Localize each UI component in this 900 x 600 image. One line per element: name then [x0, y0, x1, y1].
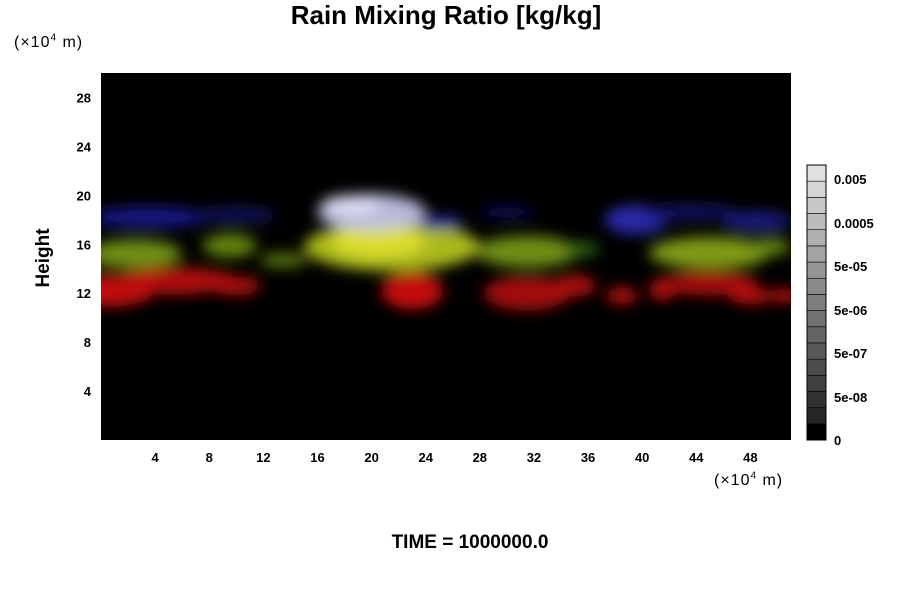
colorbar-labels: 0.005 0.0005 5e-05 5e-06 5e-07 5e-08 0 — [834, 172, 874, 448]
colorbar-label: 0.005 — [834, 172, 867, 187]
field-blob-red — [211, 276, 261, 296]
y-tick-label: 12 — [77, 286, 91, 301]
y-tick-label: 24 — [77, 139, 92, 154]
x-tick-label: 12 — [256, 450, 270, 465]
x-axis-unit: (×104 m) — [714, 470, 784, 489]
colorbar-swatch — [806, 358, 827, 376]
field-blob-blue — [642, 205, 737, 220]
colorbar-swatch — [806, 391, 827, 408]
colorbar-label: 0 — [834, 433, 841, 448]
field-blob-red — [770, 288, 791, 303]
colorbar-swatch — [806, 423, 827, 441]
field-blob-green — [331, 225, 426, 258]
field-blob-red — [552, 274, 597, 297]
chart-title: Rain Mixing Ratio [kg/kg] — [290, 0, 602, 30]
field-blob-blue — [101, 206, 210, 229]
y-tick-label: 4 — [84, 384, 92, 399]
x-tick-label: 32 — [527, 450, 541, 465]
colorbar-label: 0.0005 — [834, 216, 874, 231]
x-tick-label: 40 — [635, 450, 649, 465]
x-tick-label: 8 — [206, 450, 213, 465]
colorbar-label: 5e-08 — [834, 390, 867, 405]
field-blob-red — [605, 287, 639, 305]
colorbar-swatch — [806, 342, 827, 360]
colorbar-swatch — [806, 407, 827, 425]
x-tick-labels: 4 8 12 16 20 24 28 32 36 40 44 48 — [152, 450, 758, 465]
x-tick-label: 28 — [473, 450, 487, 465]
y-tick-label: 16 — [77, 237, 91, 252]
colorbar-swatch — [806, 277, 827, 295]
colorbar-label: 5e-06 — [834, 303, 867, 318]
colorbar-swatch — [806, 261, 827, 279]
field-blob-red — [381, 272, 444, 310]
colorbar-swatch — [806, 245, 827, 263]
field-blob-green — [101, 239, 183, 269]
x-tick-label: 4 — [152, 450, 160, 465]
field-blob-blue — [723, 211, 791, 231]
y-tick-label: 20 — [77, 188, 91, 203]
x-tick-label: 48 — [743, 450, 757, 465]
field-blob-green — [750, 238, 791, 256]
x-tick-label: 20 — [364, 450, 378, 465]
colorbar-swatch — [806, 164, 827, 182]
field-blob-red — [114, 267, 237, 295]
field-blob-green — [648, 236, 771, 269]
x-tick-label: 24 — [418, 450, 433, 465]
colorbar-swatch — [806, 294, 827, 311]
field-blob-red — [728, 287, 773, 305]
field-blob-red — [483, 276, 571, 311]
field-blob-blue — [414, 214, 464, 230]
field-blob-blue — [479, 206, 534, 219]
colorbar-label: 5e-07 — [834, 346, 867, 361]
field-blob-green — [563, 241, 599, 257]
colorbar-swatch — [806, 310, 827, 328]
colorbar-swatch — [806, 374, 827, 392]
colorbar-swatch — [806, 326, 827, 344]
time-label: TIME = 1000000.0 — [391, 532, 549, 553]
colorbar — [806, 164, 827, 441]
field-blob-blue — [195, 207, 277, 223]
colorbar-swatch — [806, 229, 827, 247]
y-tick-label: 8 — [84, 335, 91, 350]
y-axis-unit: (×104 m) — [14, 32, 84, 51]
colorbar-swatch — [806, 180, 827, 198]
field-blob-red — [662, 271, 758, 296]
x-tick-label: 16 — [310, 450, 324, 465]
colorbar-frame — [806, 164, 827, 441]
rain-field — [101, 194, 791, 311]
colorbar-swatch — [806, 197, 827, 214]
colorbar-swatch — [806, 213, 827, 231]
field-blob-green — [202, 233, 257, 258]
y-tick-label: 28 — [77, 90, 91, 105]
y-tick-labels: 4 8 12 16 20 24 28 — [77, 90, 92, 399]
field-blob-green — [259, 252, 308, 268]
colorbar-label: 5e-05 — [834, 259, 867, 274]
field-blob-white — [321, 195, 382, 215]
field-blob-green — [475, 235, 579, 268]
x-tick-label: 36 — [581, 450, 595, 465]
x-tick-label: 44 — [689, 450, 704, 465]
